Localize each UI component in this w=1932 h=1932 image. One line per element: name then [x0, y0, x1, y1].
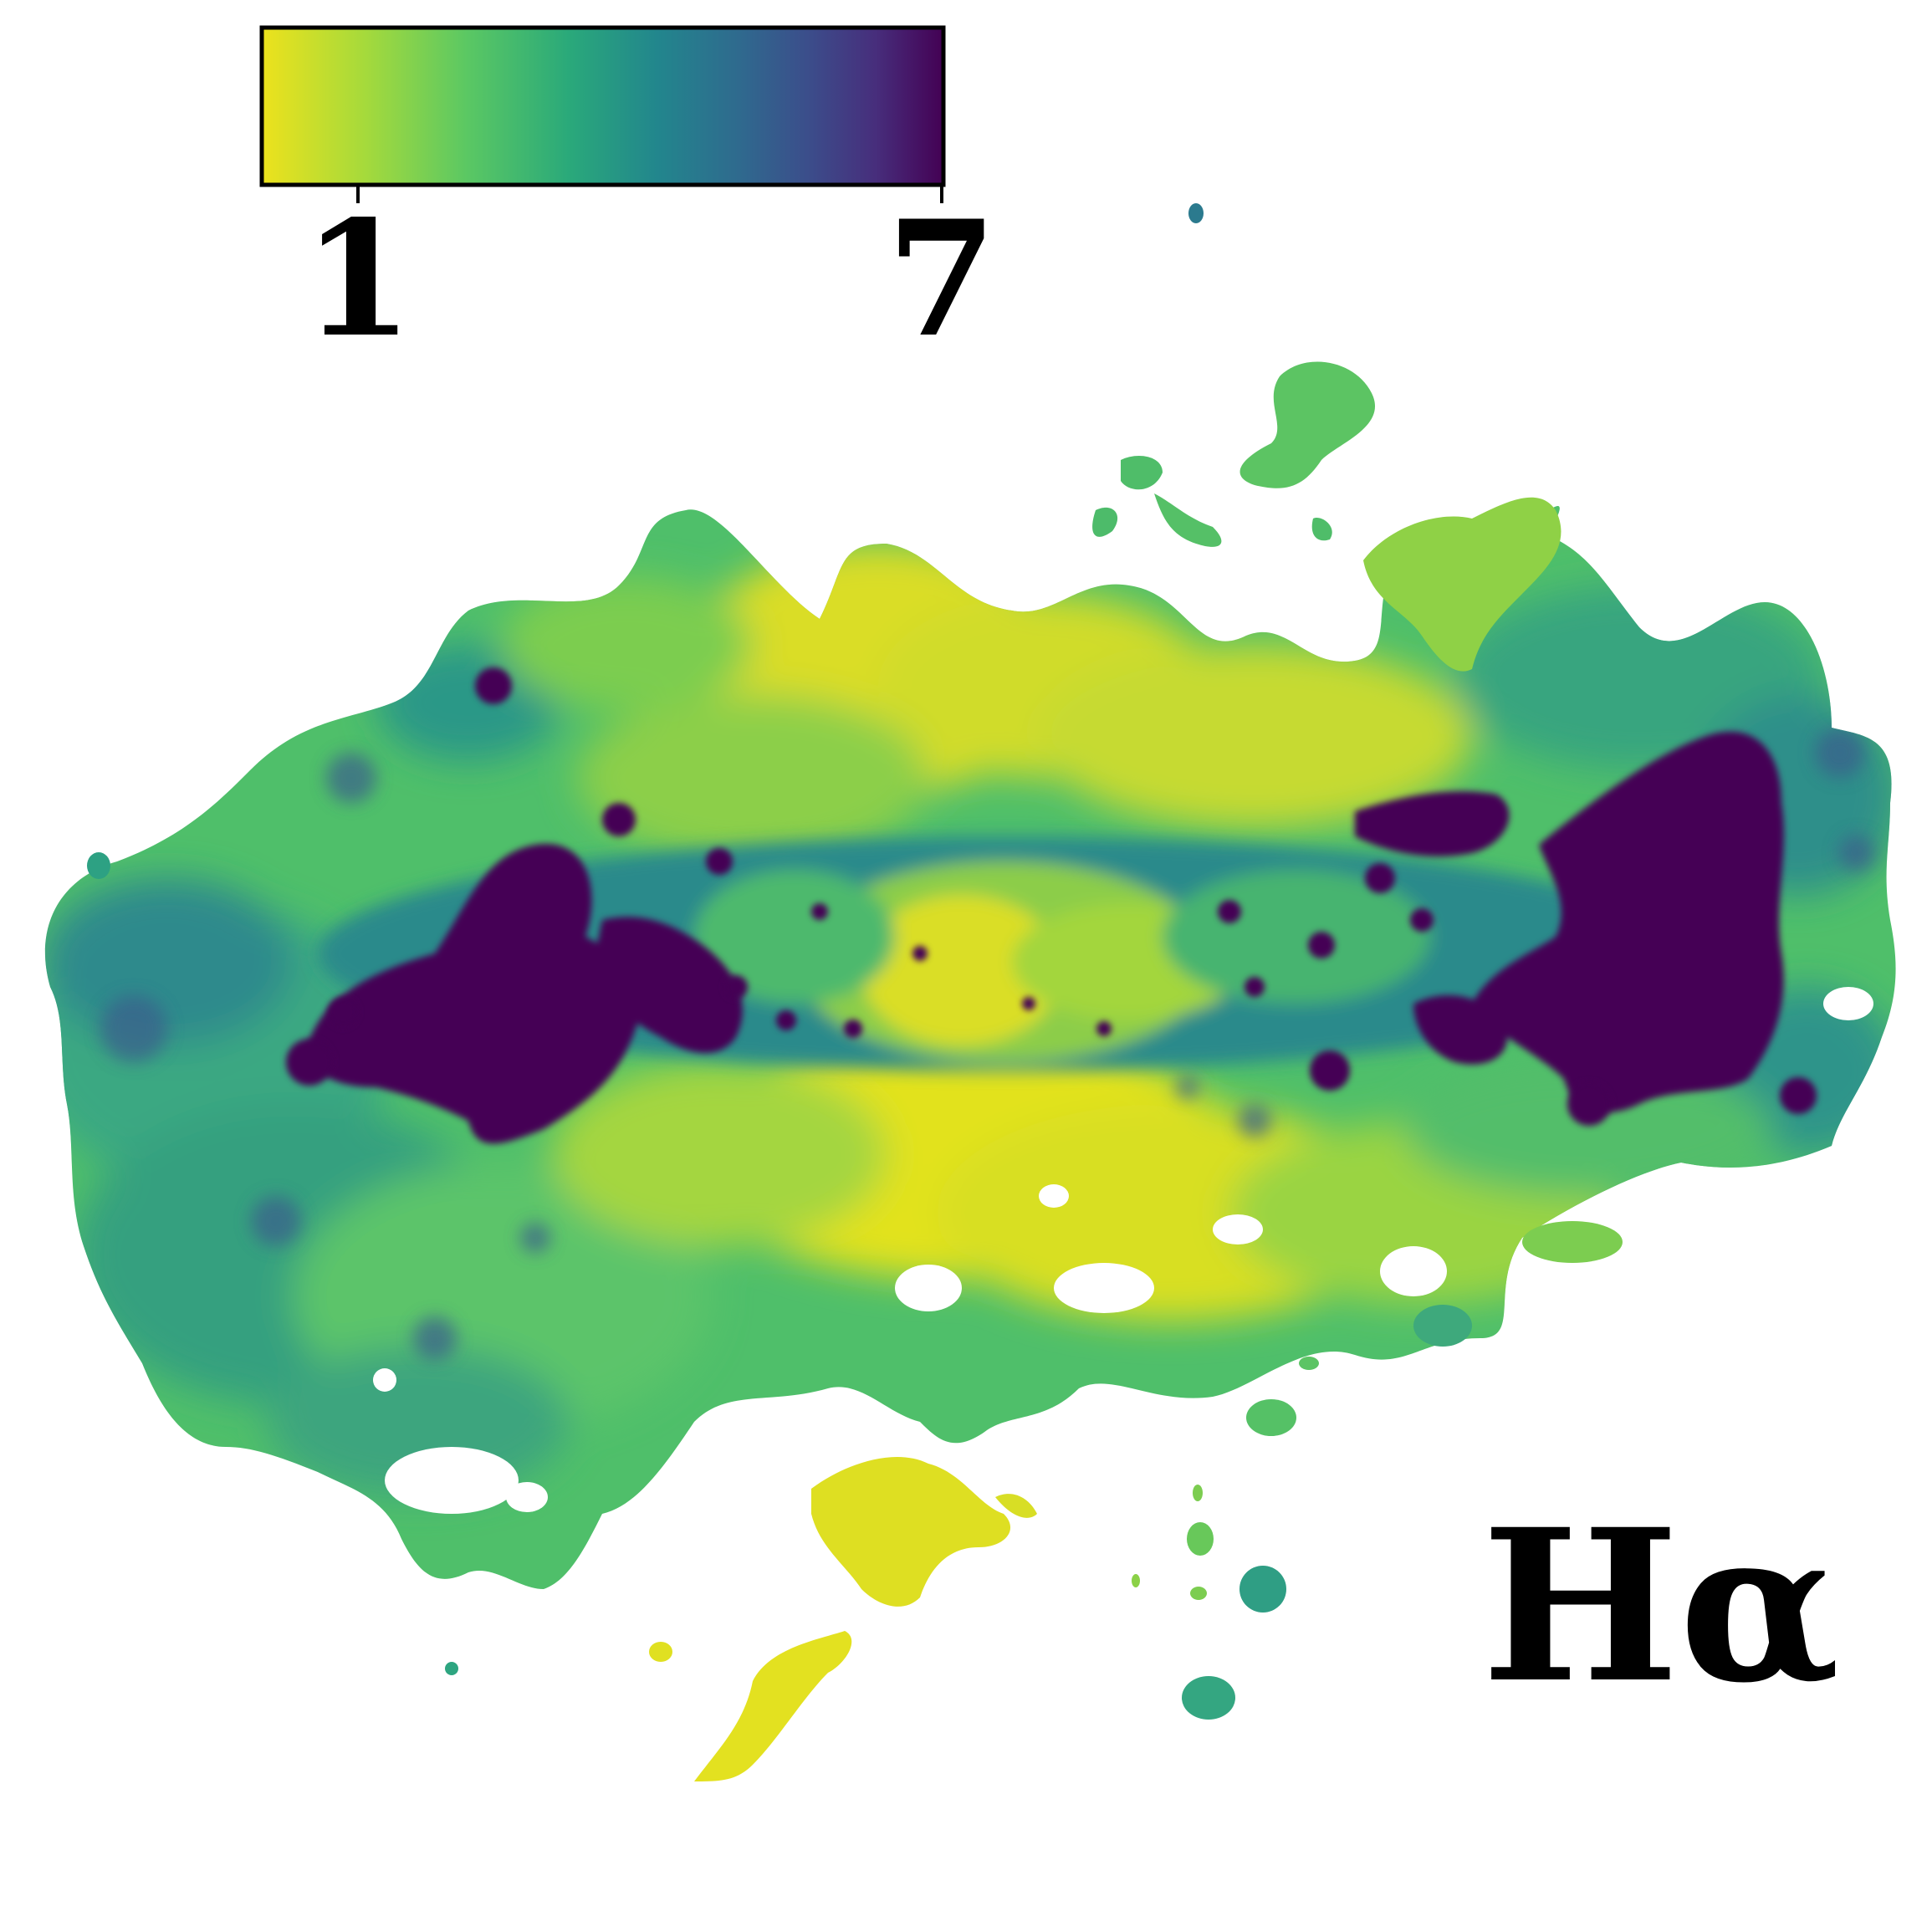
- colorbar: 1 7: [259, 25, 997, 372]
- colorbar-tick-label-max: 7: [887, 186, 997, 372]
- outlying-emission-clumps: [87, 203, 1623, 1781]
- colorbar-tick-label-min: 1: [303, 186, 413, 372]
- map-gaps: [373, 987, 1873, 1514]
- colorbar-gradient: [259, 25, 946, 187]
- panel-label: Hα: [1481, 1483, 1840, 1729]
